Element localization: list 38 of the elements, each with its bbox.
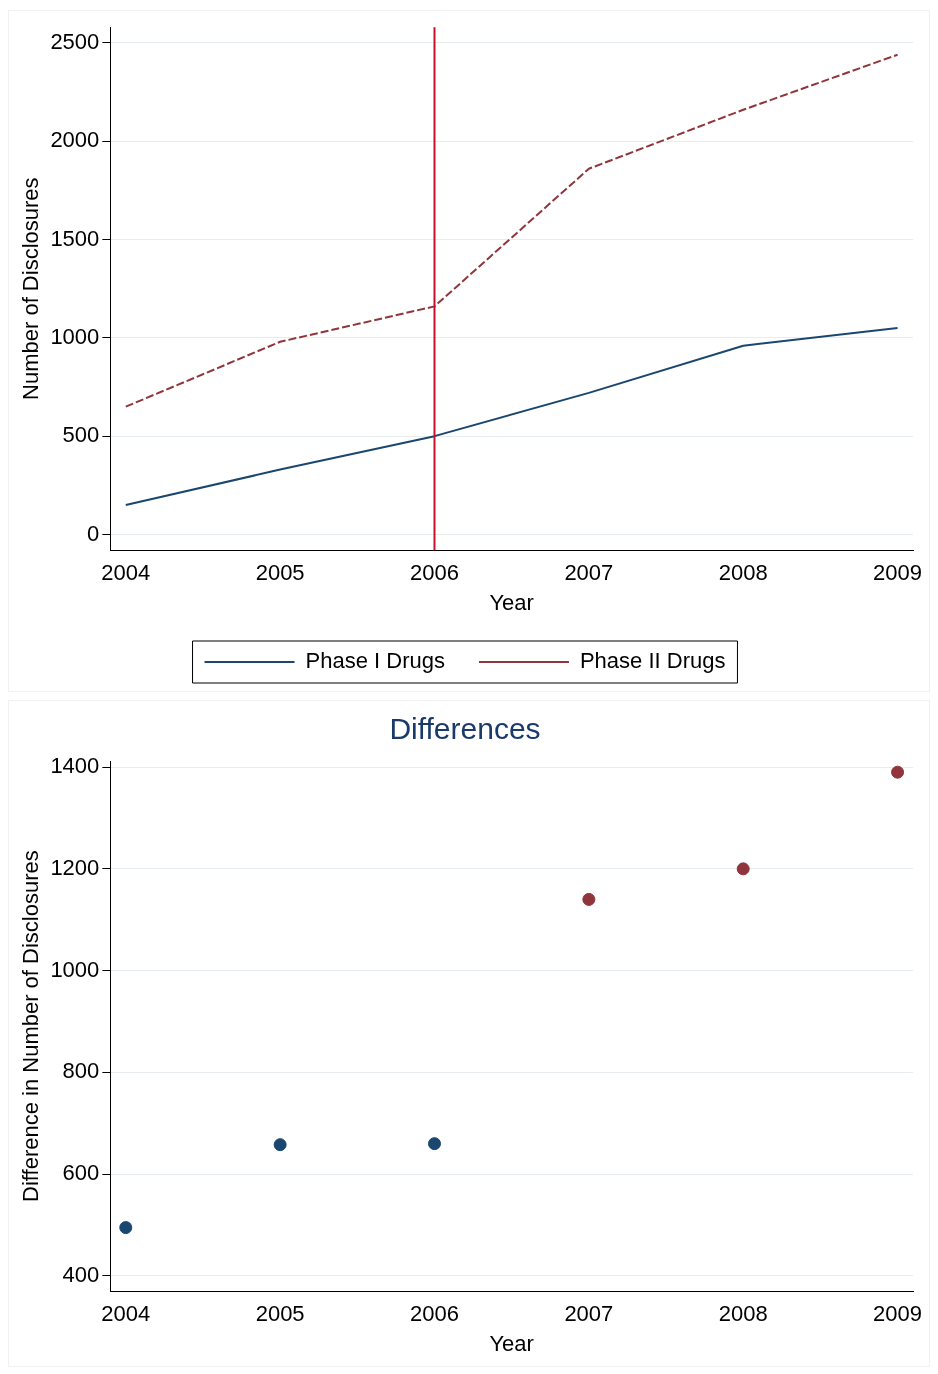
point: [736, 862, 750, 876]
x-tick-label: 2007: [564, 560, 614, 586]
y-axis-title: Number of Disclosures: [18, 177, 44, 400]
y-tick-label: 1000: [50, 323, 100, 349]
x-tick-label: 2009: [873, 1301, 923, 1327]
x-axis-title: Year: [489, 589, 534, 615]
y-tick-label: 400: [62, 1262, 100, 1287]
y-tick-label: 800: [62, 1058, 100, 1084]
x-tick-label: 2004: [101, 560, 151, 586]
y-tick-label: 1400: [50, 753, 100, 779]
point: [891, 765, 905, 779]
x-tick-label: 2005: [255, 560, 305, 586]
point: [427, 1137, 441, 1151]
y-tick-label: 1500: [50, 225, 100, 251]
y-tick-label: 500: [62, 422, 100, 448]
y-tick-label: 1000: [50, 956, 100, 982]
y-tick-label: 2000: [50, 127, 100, 153]
y-tick-label: 2500: [50, 28, 100, 54]
legend-label: Phase II Drugs: [579, 648, 726, 674]
x-tick-label: 2006: [410, 560, 459, 586]
y-axis-title: Difference in Number of Disclosures: [18, 850, 44, 1202]
point: [119, 1221, 133, 1235]
point: [273, 1138, 287, 1152]
x-tick-label: 2007: [564, 1301, 614, 1327]
point: [582, 892, 596, 906]
y-tick-label: 600: [62, 1160, 100, 1186]
x-tick-label: 2005: [255, 1301, 305, 1327]
line-series: [124, 53, 899, 408]
x-tick-label: 2008: [718, 560, 768, 586]
x-tick-label: 2009: [873, 560, 923, 586]
x-tick-label: 2006: [410, 1301, 459, 1327]
y-tick-label: 0: [87, 520, 100, 546]
x-axis-title: Year: [489, 1330, 534, 1356]
chart-title: Differences: [389, 712, 541, 746]
x-tick-label: 2008: [718, 1301, 768, 1327]
y-tick-label: 1200: [50, 854, 100, 880]
legend-label: Phase I Drugs: [305, 648, 445, 674]
x-tick-label: 2004: [101, 1301, 151, 1327]
